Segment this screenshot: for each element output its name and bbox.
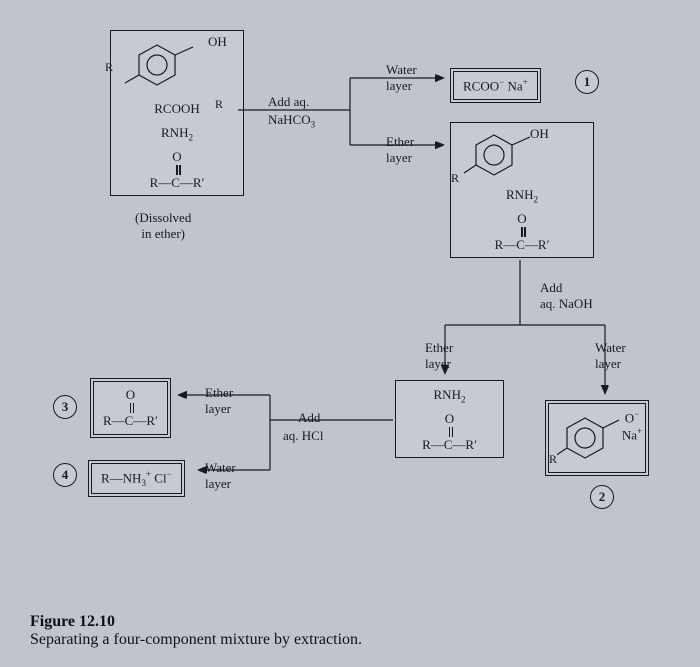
figure-caption: Figure 12.10 Separating a four-component… [30, 613, 362, 649]
arrows [0, 0, 700, 667]
